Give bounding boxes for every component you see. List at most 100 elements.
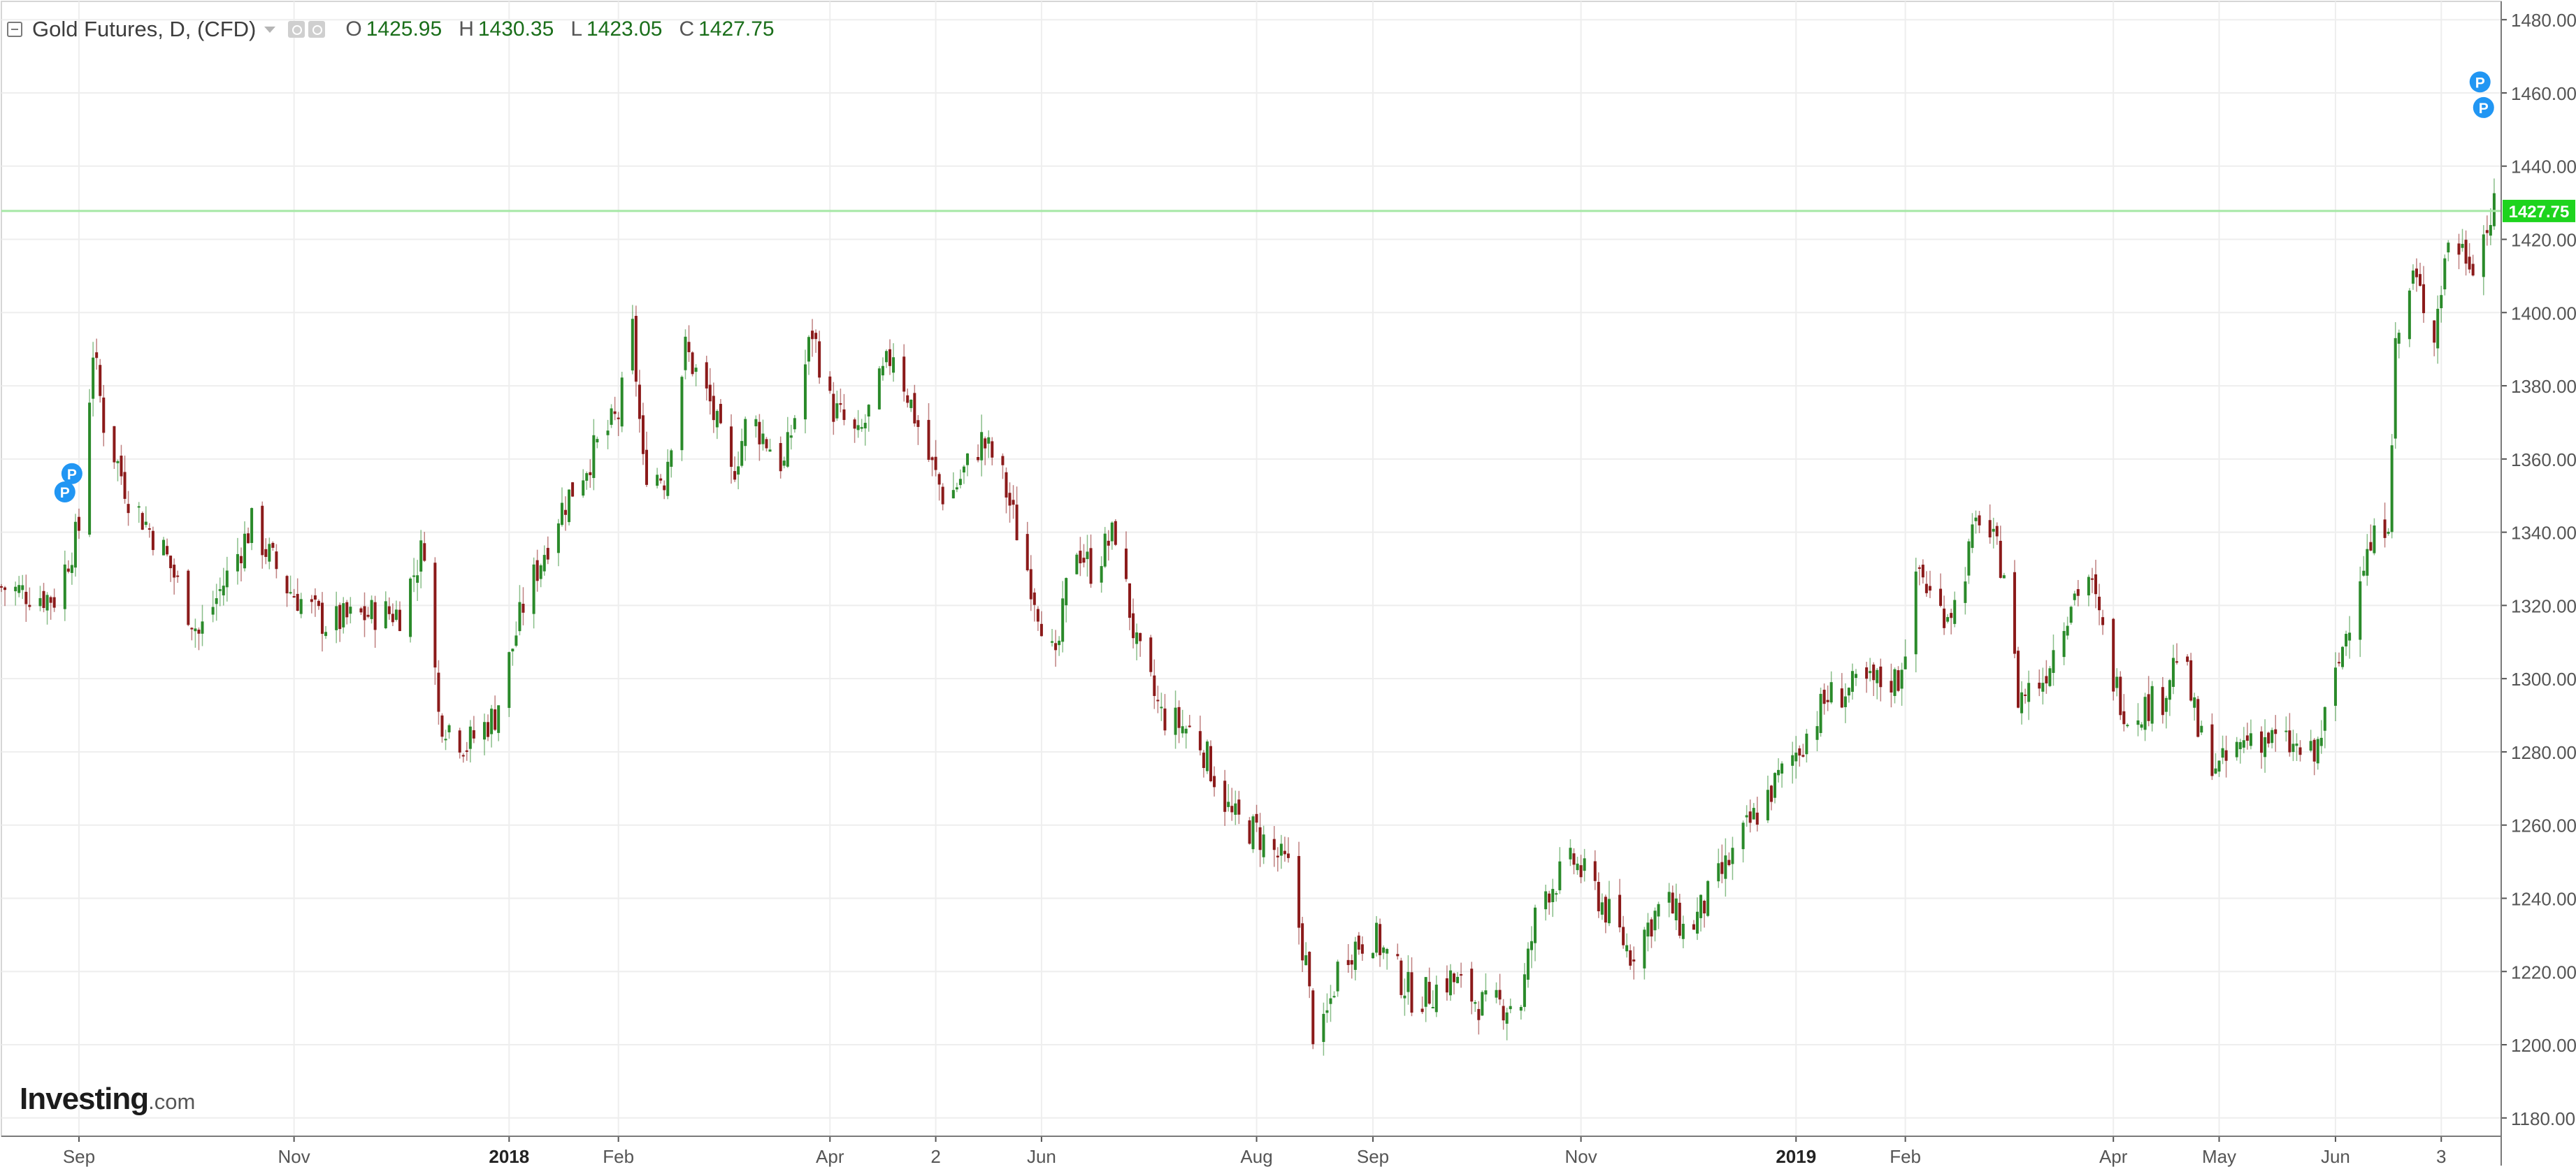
chevron-down-icon[interactable] [264, 26, 276, 33]
candle-body [359, 608, 363, 613]
candle-body [387, 606, 391, 614]
x-tick-label: 2019 [1776, 1146, 1816, 1167]
candle-body [296, 593, 299, 611]
candle-body [1805, 733, 1808, 755]
candle-body [1777, 769, 1780, 776]
candle-body [264, 549, 268, 557]
candle-body [398, 609, 401, 632]
visibility-icon[interactable] [308, 21, 326, 38]
candle-body [0, 586, 3, 588]
x-tick-label: Jun [1027, 1146, 1056, 1167]
candle-body [1477, 1008, 1481, 1020]
candle-body [2415, 268, 2418, 277]
candle-body [863, 423, 867, 429]
candle-body [2485, 230, 2489, 233]
candle-body [521, 604, 525, 613]
candle-body [2235, 741, 2238, 758]
candle-body [194, 628, 197, 632]
candle-body [2482, 234, 2485, 277]
candle-body [1544, 891, 1548, 910]
candle-body [225, 570, 229, 588]
candle-body [88, 403, 92, 535]
candle-body [1791, 755, 1794, 766]
candle-body [370, 600, 373, 619]
candle-body [1622, 927, 1625, 945]
candle-body [1727, 860, 1731, 865]
candle-body [1308, 952, 1311, 987]
candle-body [1100, 566, 1103, 583]
candle-body [765, 439, 768, 449]
candle-body [511, 648, 515, 652]
open-label: O [345, 17, 362, 41]
candle-body [991, 441, 994, 458]
candle-body [1051, 641, 1054, 643]
candle-body [2242, 740, 2245, 748]
candle-body [1717, 863, 1720, 882]
candle-body [617, 417, 620, 419]
candle-body [21, 585, 24, 590]
candle-body [2122, 711, 2126, 725]
candle-body [663, 485, 666, 491]
candle-body [1674, 898, 1678, 920]
candle-body [2461, 244, 2464, 248]
candle-body [1213, 776, 1216, 788]
candle-body [1039, 623, 1043, 637]
candle-body [458, 730, 461, 753]
event-marker-label: P [2475, 75, 2485, 91]
candle-body [1202, 753, 1205, 769]
candle-body [1865, 667, 1869, 679]
candle-body [2193, 697, 2196, 708]
candle-body [853, 419, 856, 429]
x-tick-label: Apr [816, 1146, 844, 1167]
candle-body [317, 600, 320, 607]
candle-body [2150, 686, 2154, 724]
candle-body [1678, 902, 1681, 936]
x-tick-label: Sep [1357, 1146, 1389, 1167]
candle-body [958, 479, 962, 486]
candle-body [1322, 1013, 1325, 1043]
candle-body [1893, 669, 1897, 696]
candle-body [1258, 827, 1262, 850]
candle-body [818, 341, 821, 378]
high-value: 1430.35 [477, 17, 554, 41]
x-tick-label: Apr [2099, 1146, 2128, 1167]
candle-body [691, 352, 694, 375]
candle-body [1548, 893, 1551, 903]
candle-body [1978, 515, 1981, 525]
candle-body [342, 603, 345, 628]
candle-body [2112, 618, 2115, 692]
y-tick-label: 1320.00 [2511, 595, 2576, 616]
settings-icon[interactable] [288, 21, 305, 38]
instrument-title[interactable]: Gold Futures, D, (CFD) [32, 17, 257, 41]
candle-body [2052, 650, 2055, 673]
candle-body [571, 482, 575, 497]
candle-body [1526, 948, 1530, 980]
open-value: 1425.95 [366, 17, 442, 41]
candle-body [2094, 574, 2097, 595]
candle-body [1460, 974, 1463, 976]
candle-body [1607, 899, 1611, 924]
candle-body [2390, 445, 2394, 532]
candle-body [984, 438, 987, 449]
candle-body [1914, 571, 1917, 655]
candle-body [1558, 861, 1562, 890]
candle-body [1745, 815, 1748, 818]
candle-body [680, 377, 684, 451]
candle-body [535, 560, 539, 581]
candle-body [2373, 525, 2376, 553]
candle-body [2408, 290, 2411, 340]
candle-body [2422, 284, 2426, 314]
candle-body [789, 435, 793, 438]
candle-body [1382, 947, 1386, 953]
candle-body [733, 471, 737, 480]
y-tick-label: 1300.00 [2511, 669, 2576, 690]
collapse-legend-icon[interactable] [7, 22, 22, 37]
candle-body [1769, 785, 1773, 802]
candle-body [1174, 707, 1177, 735]
candlestick-series [0, 178, 2496, 1056]
candle-body [2337, 662, 2340, 664]
candle-body [218, 589, 222, 591]
candle-body [2168, 680, 2171, 700]
candle-body [2323, 706, 2326, 731]
